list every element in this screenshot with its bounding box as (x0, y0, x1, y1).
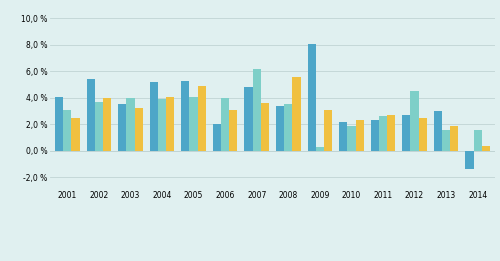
Bar (252, 69, 261, 151)
Bar (324, 110, 332, 151)
Bar (276, 106, 284, 151)
Bar (190, 97, 198, 151)
Bar (72, 118, 80, 151)
Bar (118, 104, 126, 151)
Bar (402, 115, 410, 151)
Bar (482, 146, 490, 151)
Bar (410, 91, 418, 151)
Bar (466, 151, 473, 169)
Bar (64, 110, 72, 151)
Bar (95, 102, 103, 151)
Bar (450, 126, 458, 151)
Bar (308, 44, 316, 151)
Bar (348, 126, 356, 151)
Bar (198, 86, 206, 151)
Bar (166, 97, 174, 151)
Bar (292, 77, 300, 151)
Bar (230, 110, 237, 151)
Bar (316, 147, 324, 151)
Bar (150, 82, 158, 151)
Bar (387, 115, 396, 151)
Bar (434, 111, 442, 151)
Bar (221, 98, 230, 151)
Bar (379, 116, 387, 151)
Bar (86, 79, 95, 151)
Bar (418, 118, 427, 151)
Bar (474, 130, 482, 151)
Bar (284, 104, 292, 151)
Bar (213, 124, 221, 151)
Bar (103, 98, 111, 151)
Bar (339, 122, 347, 151)
Bar (158, 99, 166, 151)
Bar (126, 98, 134, 151)
Bar (261, 103, 269, 151)
Bar (442, 130, 450, 151)
Bar (182, 81, 190, 151)
Bar (134, 108, 143, 151)
Bar (370, 120, 379, 151)
Bar (356, 120, 364, 151)
Bar (244, 87, 252, 151)
Bar (55, 97, 64, 151)
